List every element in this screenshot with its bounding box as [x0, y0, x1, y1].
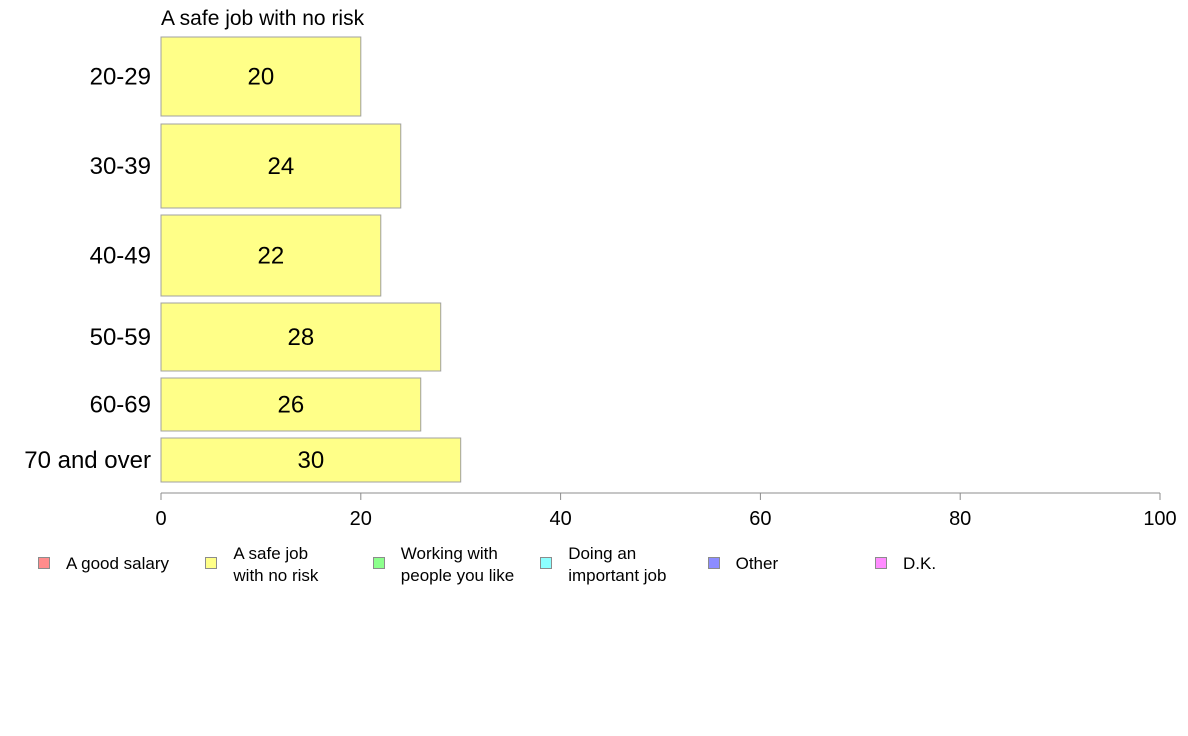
data-label: 20 [248, 64, 275, 91]
legend-item: Working with people you like [372, 543, 515, 587]
legend-item: A safe job with no risk [205, 543, 318, 587]
data-label: 30 [297, 447, 324, 474]
legend-item: Other [707, 543, 779, 575]
category-label: 70 and over [24, 447, 151, 474]
data-label: 24 [268, 153, 295, 180]
legend-swatch [875, 557, 887, 569]
data-label: 22 [258, 243, 285, 270]
bar-50-59 [160, 302, 442, 372]
x-tick-label: 0 [155, 508, 166, 530]
legend-swatch [707, 557, 720, 569]
data-label: 28 [288, 324, 315, 351]
bar-chart: A safe job with no risk 20 20-29 24 30-39 22… [24, 7, 1176, 530]
legend-label: D.K. [903, 554, 937, 573]
x-tick-label: 80 [949, 508, 971, 530]
category-label: 20-29 [90, 64, 151, 91]
legend-swatch [540, 557, 553, 569]
x-tick-label: 100 [1143, 508, 1176, 530]
category-label: 60-69 [90, 392, 151, 419]
legend-swatch [205, 557, 218, 569]
legend-swatch [372, 557, 385, 569]
x-tick-label: 60 [749, 508, 771, 530]
legend-label: Working with people you like [400, 544, 515, 585]
bar-30-39 [160, 123, 402, 209]
x-tick-label: 40 [549, 508, 571, 530]
bar-60-69 [160, 377, 422, 432]
legend-label: Other [735, 554, 779, 573]
legend: A good salary A safe job with no risk Work… [38, 543, 1178, 593]
category-label: 50-59 [90, 324, 151, 351]
legend-label: A safe job with no risk [233, 544, 319, 585]
legend-item: Doing an important job [540, 543, 666, 587]
legend-label: A good salary [66, 554, 170, 573]
legend-item: D.K. [875, 543, 936, 575]
bar-40-49 [160, 214, 382, 297]
category-label: 40-49 [90, 243, 151, 270]
bar-70-and-over [160, 437, 462, 483]
chart-title: A safe job with no risk [161, 7, 365, 30]
x-tick-label: 20 [350, 508, 372, 530]
category-label: 30-39 [90, 153, 151, 180]
legend-label: Doing an important job [568, 544, 667, 585]
bar-20-29 [160, 36, 362, 117]
data-label: 26 [278, 392, 305, 419]
legend-item: A good salary [38, 543, 169, 575]
legend-swatch [38, 557, 50, 569]
